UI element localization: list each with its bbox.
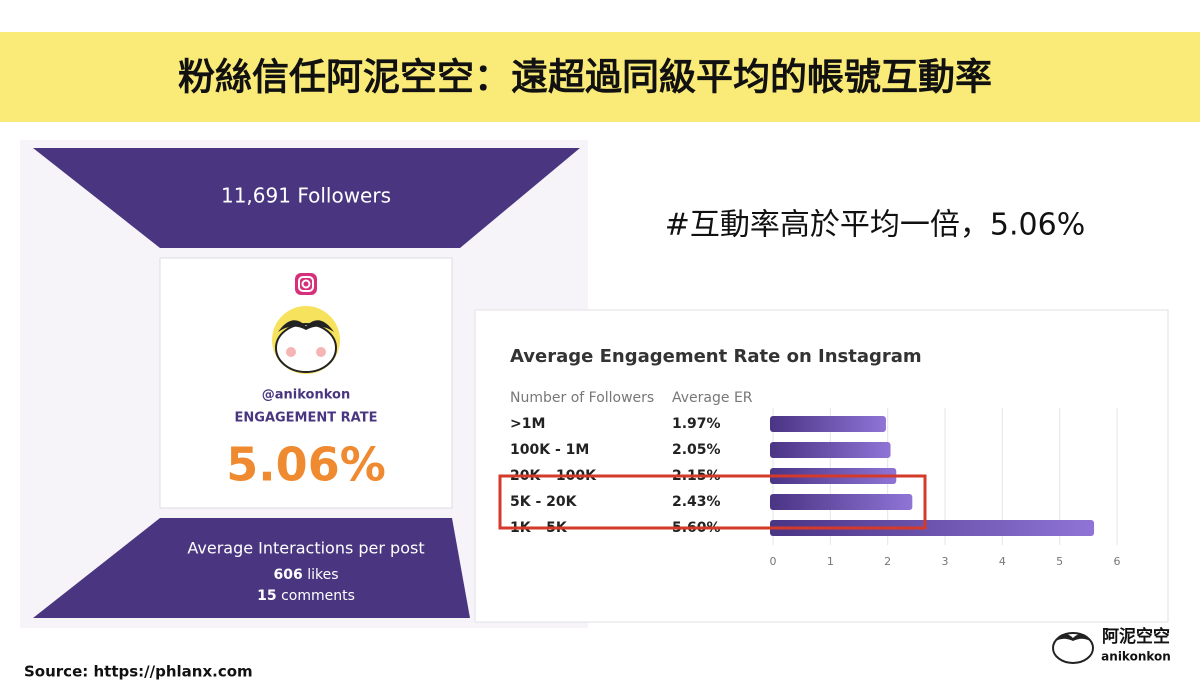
category-label: 5K - 20K xyxy=(510,494,578,510)
value-label: 2.05% xyxy=(672,442,721,458)
comments-unit: comments xyxy=(281,588,355,604)
x-tick-label: 6 xyxy=(1114,555,1121,568)
subtitle: #互動率高於平均一倍，5.06% xyxy=(665,208,1085,243)
value-label: 2.43% xyxy=(672,494,721,510)
logo-name: 阿泥空空 xyxy=(1102,626,1170,647)
profile-card xyxy=(159,257,453,509)
logo-handle: anikonkon xyxy=(1101,650,1171,664)
avatar-hair xyxy=(278,320,334,332)
column-header: Number of Followers xyxy=(510,390,654,406)
avatar-cheek xyxy=(316,347,326,357)
followers: 11,691 Followers xyxy=(221,184,391,208)
column-header: Average ER xyxy=(672,390,753,406)
likes-unit: likes xyxy=(307,567,338,583)
x-tick-label: 3 xyxy=(942,555,949,568)
x-tick-label: 0 xyxy=(770,555,777,568)
value-label: 1.97% xyxy=(672,416,721,432)
category-label: 100K - 1M xyxy=(510,442,589,458)
avatar-cheek xyxy=(286,347,296,357)
instagram-icon-lens xyxy=(301,279,311,289)
x-tick-label: 2 xyxy=(884,555,891,568)
title-band xyxy=(0,32,1200,122)
logo-face xyxy=(1052,632,1094,664)
x-tick-label: 1 xyxy=(827,555,834,568)
bar xyxy=(770,416,886,432)
bar xyxy=(770,520,1095,536)
interactions-banner xyxy=(33,518,470,618)
likes: 606 likes xyxy=(274,567,339,583)
instagram-icon-frame xyxy=(298,276,314,292)
logo-hair xyxy=(1054,633,1092,642)
source: Source: https://phlanx.com xyxy=(24,663,253,681)
bar xyxy=(770,442,891,458)
likes-count: 606 xyxy=(274,567,303,583)
category-label: >1M xyxy=(510,416,545,432)
x-tick-label: 4 xyxy=(999,555,1006,568)
rate-label: ENGAGEMENT RATE xyxy=(235,411,378,426)
title: 粉絲信任阿泥空空：遠超過同級平均的帳號互動率 xyxy=(178,56,992,99)
avatar-face xyxy=(275,323,337,373)
followers-banner xyxy=(33,148,580,248)
handle: @anikonkon xyxy=(262,388,350,403)
comments: 15 comments xyxy=(257,588,355,604)
highlight-box xyxy=(498,474,927,530)
x-tick-label: 5 xyxy=(1056,555,1063,568)
bar xyxy=(770,494,913,510)
interactions-title: Average Interactions per post xyxy=(187,539,424,558)
rate: 5.06% xyxy=(226,438,386,492)
chart-panel xyxy=(474,309,1169,623)
chart-title: Average Engagement Rate on Instagram xyxy=(510,346,922,367)
comments-count: 15 xyxy=(257,588,276,604)
